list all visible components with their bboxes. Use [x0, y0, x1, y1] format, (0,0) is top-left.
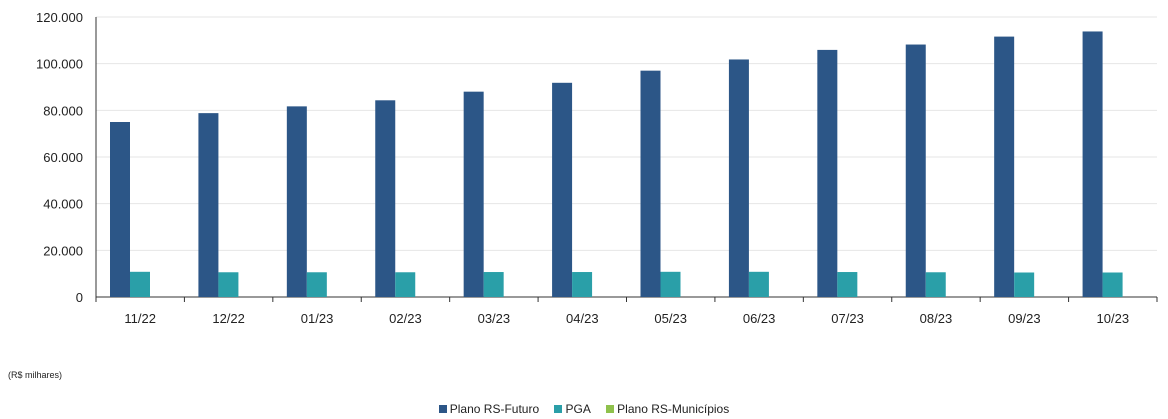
x-tick-label: 05/23	[654, 311, 687, 326]
y-tick-label: 100.000	[36, 57, 83, 72]
bar	[110, 122, 130, 297]
legend-item-series-1: PGA	[554, 402, 591, 416]
bar	[660, 271, 681, 297]
y-tick-label: 120.000	[36, 10, 83, 25]
legend-item-series-0: Plano RS-Futuro	[438, 402, 540, 416]
legend-label-2: Plano RS-Municípios	[617, 402, 730, 416]
x-tick-label: 02/23	[389, 311, 422, 326]
bar	[286, 106, 307, 297]
x-tick-label: 03/23	[478, 311, 511, 326]
bar	[1082, 31, 1103, 297]
bar	[463, 91, 484, 298]
bar	[748, 271, 769, 297]
bar	[572, 272, 593, 297]
legend-item-series-2: Plano RS-Municípios	[606, 402, 729, 416]
chart-legend: Plano RS-Futuro PGA Plano RS-Municípios	[0, 402, 1168, 416]
legend-swatch-1	[554, 405, 563, 413]
bar	[306, 272, 327, 297]
legend-label-0: Plano RS-Futuro	[449, 402, 540, 416]
bar	[1102, 272, 1123, 297]
y-tick-label: 0	[76, 290, 83, 305]
x-tick-label: 04/23	[566, 311, 599, 326]
bar	[1014, 272, 1035, 297]
bar-chart: 0 20.000 40.000 60.000 80.000 100.000 120.000 1…	[36, 10, 1158, 326]
bar	[198, 113, 219, 297]
x-tick-label: 06/23	[743, 311, 776, 326]
y-tick-label: 80.000	[43, 103, 83, 118]
bar	[130, 271, 150, 297]
unit-note: (R$ milhares)	[8, 370, 63, 380]
x-tick-label: 11/22	[124, 311, 156, 326]
bar	[640, 70, 661, 298]
bar	[728, 59, 749, 297]
x-tick-label: 10/23	[1097, 311, 1130, 326]
bar	[837, 272, 858, 297]
y-tick-label: 40.000	[43, 197, 83, 212]
x-tick-label: 01/23	[301, 311, 334, 326]
bar	[375, 100, 396, 297]
y-tick-label: 60.000	[43, 150, 83, 165]
bar	[483, 272, 504, 297]
legend-swatch-0	[438, 405, 447, 413]
legend-label-1: PGA	[565, 402, 591, 416]
bar	[552, 82, 573, 297]
x-tick-label: 12/22	[212, 311, 245, 326]
bar	[925, 272, 946, 297]
legend-swatch-2	[606, 405, 615, 413]
bar	[905, 44, 926, 298]
y-tick-label: 20.000	[43, 243, 83, 258]
x-tick-label: 07/23	[831, 311, 864, 326]
x-tick-label: 09/23	[1008, 311, 1041, 326]
x-tick-label: 08/23	[920, 311, 953, 326]
bar	[994, 36, 1015, 297]
bar	[218, 272, 239, 297]
bar	[817, 49, 838, 298]
bar	[395, 272, 416, 297]
